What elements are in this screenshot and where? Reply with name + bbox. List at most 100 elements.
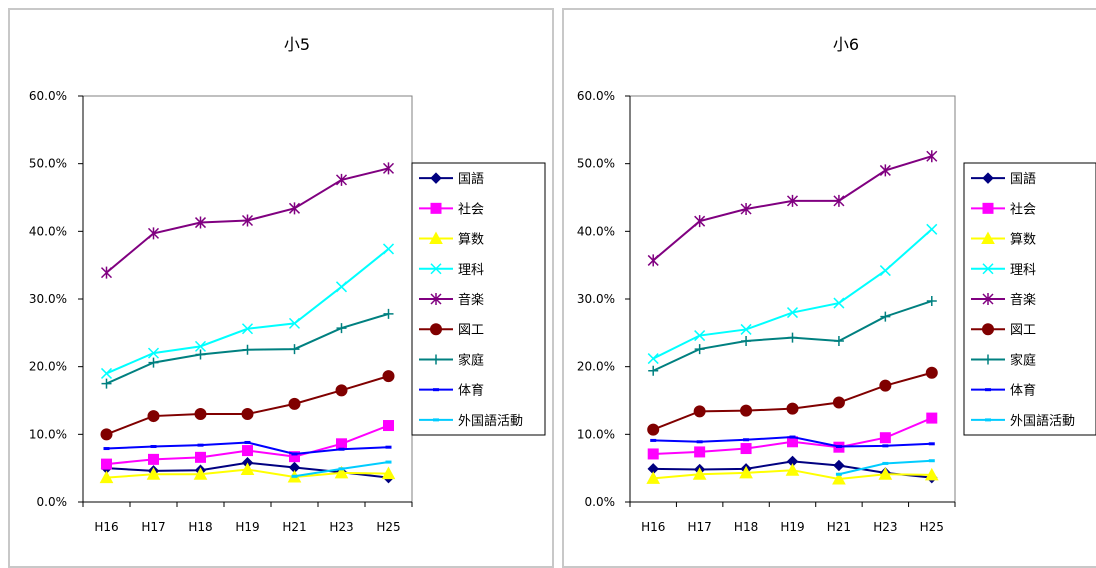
y-tick-label: 0.0% bbox=[37, 495, 68, 509]
legend-marker bbox=[431, 354, 441, 365]
series-line-図工 bbox=[652, 371, 933, 431]
legend-label: 算数 bbox=[458, 233, 484, 248]
data-point-社会 bbox=[694, 446, 706, 458]
legend-marker bbox=[982, 263, 994, 275]
data-point-算数 bbox=[646, 471, 661, 484]
data-point-家庭 bbox=[195, 349, 206, 360]
data-point-体育 bbox=[835, 445, 842, 449]
series-line-音楽 bbox=[652, 155, 933, 262]
y-tick-label: 60.0% bbox=[29, 89, 67, 103]
data-point-算数 bbox=[785, 463, 800, 476]
data-point-社会 bbox=[242, 445, 253, 457]
data-point-社会 bbox=[195, 451, 206, 463]
data-point-理科 bbox=[879, 265, 891, 277]
data-point-理科 bbox=[194, 340, 207, 352]
data-point-音楽 bbox=[241, 214, 254, 227]
data-point-算数 bbox=[832, 471, 846, 485]
x-tick-label: H19 bbox=[780, 520, 804, 534]
y-tick-label: 10.0% bbox=[577, 427, 615, 441]
x-tick-label: H16 bbox=[641, 520, 665, 534]
data-point-図工 bbox=[740, 404, 753, 417]
data-point-家庭 bbox=[741, 335, 752, 346]
legend-label: 国語 bbox=[1010, 171, 1036, 187]
legend-label: 音楽 bbox=[1010, 292, 1036, 308]
series-line-図工 bbox=[106, 375, 389, 436]
x-tick-label: H21 bbox=[282, 520, 306, 534]
y-tick-label: 40.0% bbox=[29, 224, 67, 238]
data-point-家庭 bbox=[833, 335, 844, 346]
y-tick-label: 50.0% bbox=[577, 157, 615, 171]
legend-marker bbox=[982, 293, 994, 305]
x-tick-label: H16 bbox=[94, 520, 118, 534]
data-point-理科 bbox=[694, 330, 706, 342]
data-point-社会 bbox=[926, 412, 938, 424]
legend-label: 音楽 bbox=[458, 292, 484, 308]
data-point-体育 bbox=[696, 440, 703, 444]
legend-marker bbox=[985, 388, 991, 392]
series-line-理科 bbox=[106, 248, 390, 375]
data-point-社会 bbox=[336, 438, 347, 450]
data-point-音楽 bbox=[194, 216, 207, 229]
data-point-家庭 bbox=[242, 344, 253, 355]
data-point-算数 bbox=[924, 467, 939, 481]
legend-marker bbox=[982, 172, 994, 184]
legend-label: 外国語活動 bbox=[1010, 413, 1075, 429]
data-point-体育 bbox=[789, 435, 796, 439]
data-point-図工 bbox=[879, 379, 892, 392]
data-point-社会 bbox=[383, 420, 394, 432]
data-point-国語 bbox=[833, 459, 845, 472]
x-tick-label: H25 bbox=[376, 520, 400, 534]
y-tick-label: 60.0% bbox=[577, 89, 615, 103]
data-point-音楽 bbox=[694, 215, 706, 228]
data-point-算数 bbox=[240, 462, 255, 476]
data-point-理科 bbox=[647, 353, 659, 365]
data-point-音楽 bbox=[647, 254, 659, 267]
data-point-算数 bbox=[99, 470, 114, 484]
x-tick-label: H18 bbox=[188, 520, 212, 534]
data-point-体育 bbox=[650, 438, 657, 442]
legend-label: 社会 bbox=[458, 201, 484, 217]
chart-title: 小6 bbox=[833, 35, 859, 54]
data-point-体育 bbox=[197, 443, 204, 447]
y-tick-label: 20.0% bbox=[577, 360, 615, 374]
legend-label: 理科 bbox=[1010, 263, 1036, 278]
legend-label: 図工 bbox=[1010, 323, 1036, 338]
data-point-図工 bbox=[786, 402, 799, 415]
data-point-体育 bbox=[150, 445, 157, 449]
legend-marker bbox=[982, 323, 994, 336]
data-point-算数 bbox=[146, 467, 161, 480]
y-tick-label: 40.0% bbox=[577, 224, 615, 238]
data-point-音楽 bbox=[382, 162, 395, 175]
data-point-理科 bbox=[740, 323, 752, 335]
data-point-家庭 bbox=[383, 308, 394, 319]
data-point-音楽 bbox=[926, 150, 938, 163]
data-point-体育 bbox=[882, 444, 889, 448]
chart-2: 小6 0.0% 10.0% 20.0% 30.0% 40.0% 50.0% 60.0% H16 H… bbox=[577, 35, 1096, 534]
data-point-図工 bbox=[925, 366, 938, 379]
data-point-算数 bbox=[739, 465, 753, 479]
legend-marker bbox=[430, 202, 442, 214]
x-tick-label: H19 bbox=[235, 520, 259, 534]
data-point-外国語活動 bbox=[928, 459, 935, 463]
y-tick-label: 0.0% bbox=[585, 495, 616, 509]
data-point-理科 bbox=[241, 323, 254, 335]
legend-marker bbox=[430, 263, 442, 275]
data-point-家庭 bbox=[926, 296, 937, 307]
data-point-体育 bbox=[928, 442, 935, 446]
y-tick-label: 30.0% bbox=[29, 292, 67, 306]
legend-marker bbox=[982, 202, 994, 214]
data-point-体育 bbox=[743, 438, 750, 442]
data-point-図工 bbox=[147, 410, 160, 423]
legend-label: 国語 bbox=[458, 171, 484, 187]
data-point-図工 bbox=[335, 384, 348, 397]
data-point-音楽 bbox=[335, 173, 348, 186]
data-point-音楽 bbox=[147, 227, 160, 240]
y-tick-label: 50.0% bbox=[29, 157, 67, 171]
data-point-算数 bbox=[193, 467, 208, 480]
chart-title: 小5 bbox=[284, 35, 310, 54]
x-tick-label: H17 bbox=[687, 520, 711, 534]
data-point-社会 bbox=[647, 448, 659, 460]
data-point-体育 bbox=[338, 447, 345, 451]
data-point-理科 bbox=[926, 223, 938, 235]
x-tick-label: H23 bbox=[329, 520, 353, 534]
